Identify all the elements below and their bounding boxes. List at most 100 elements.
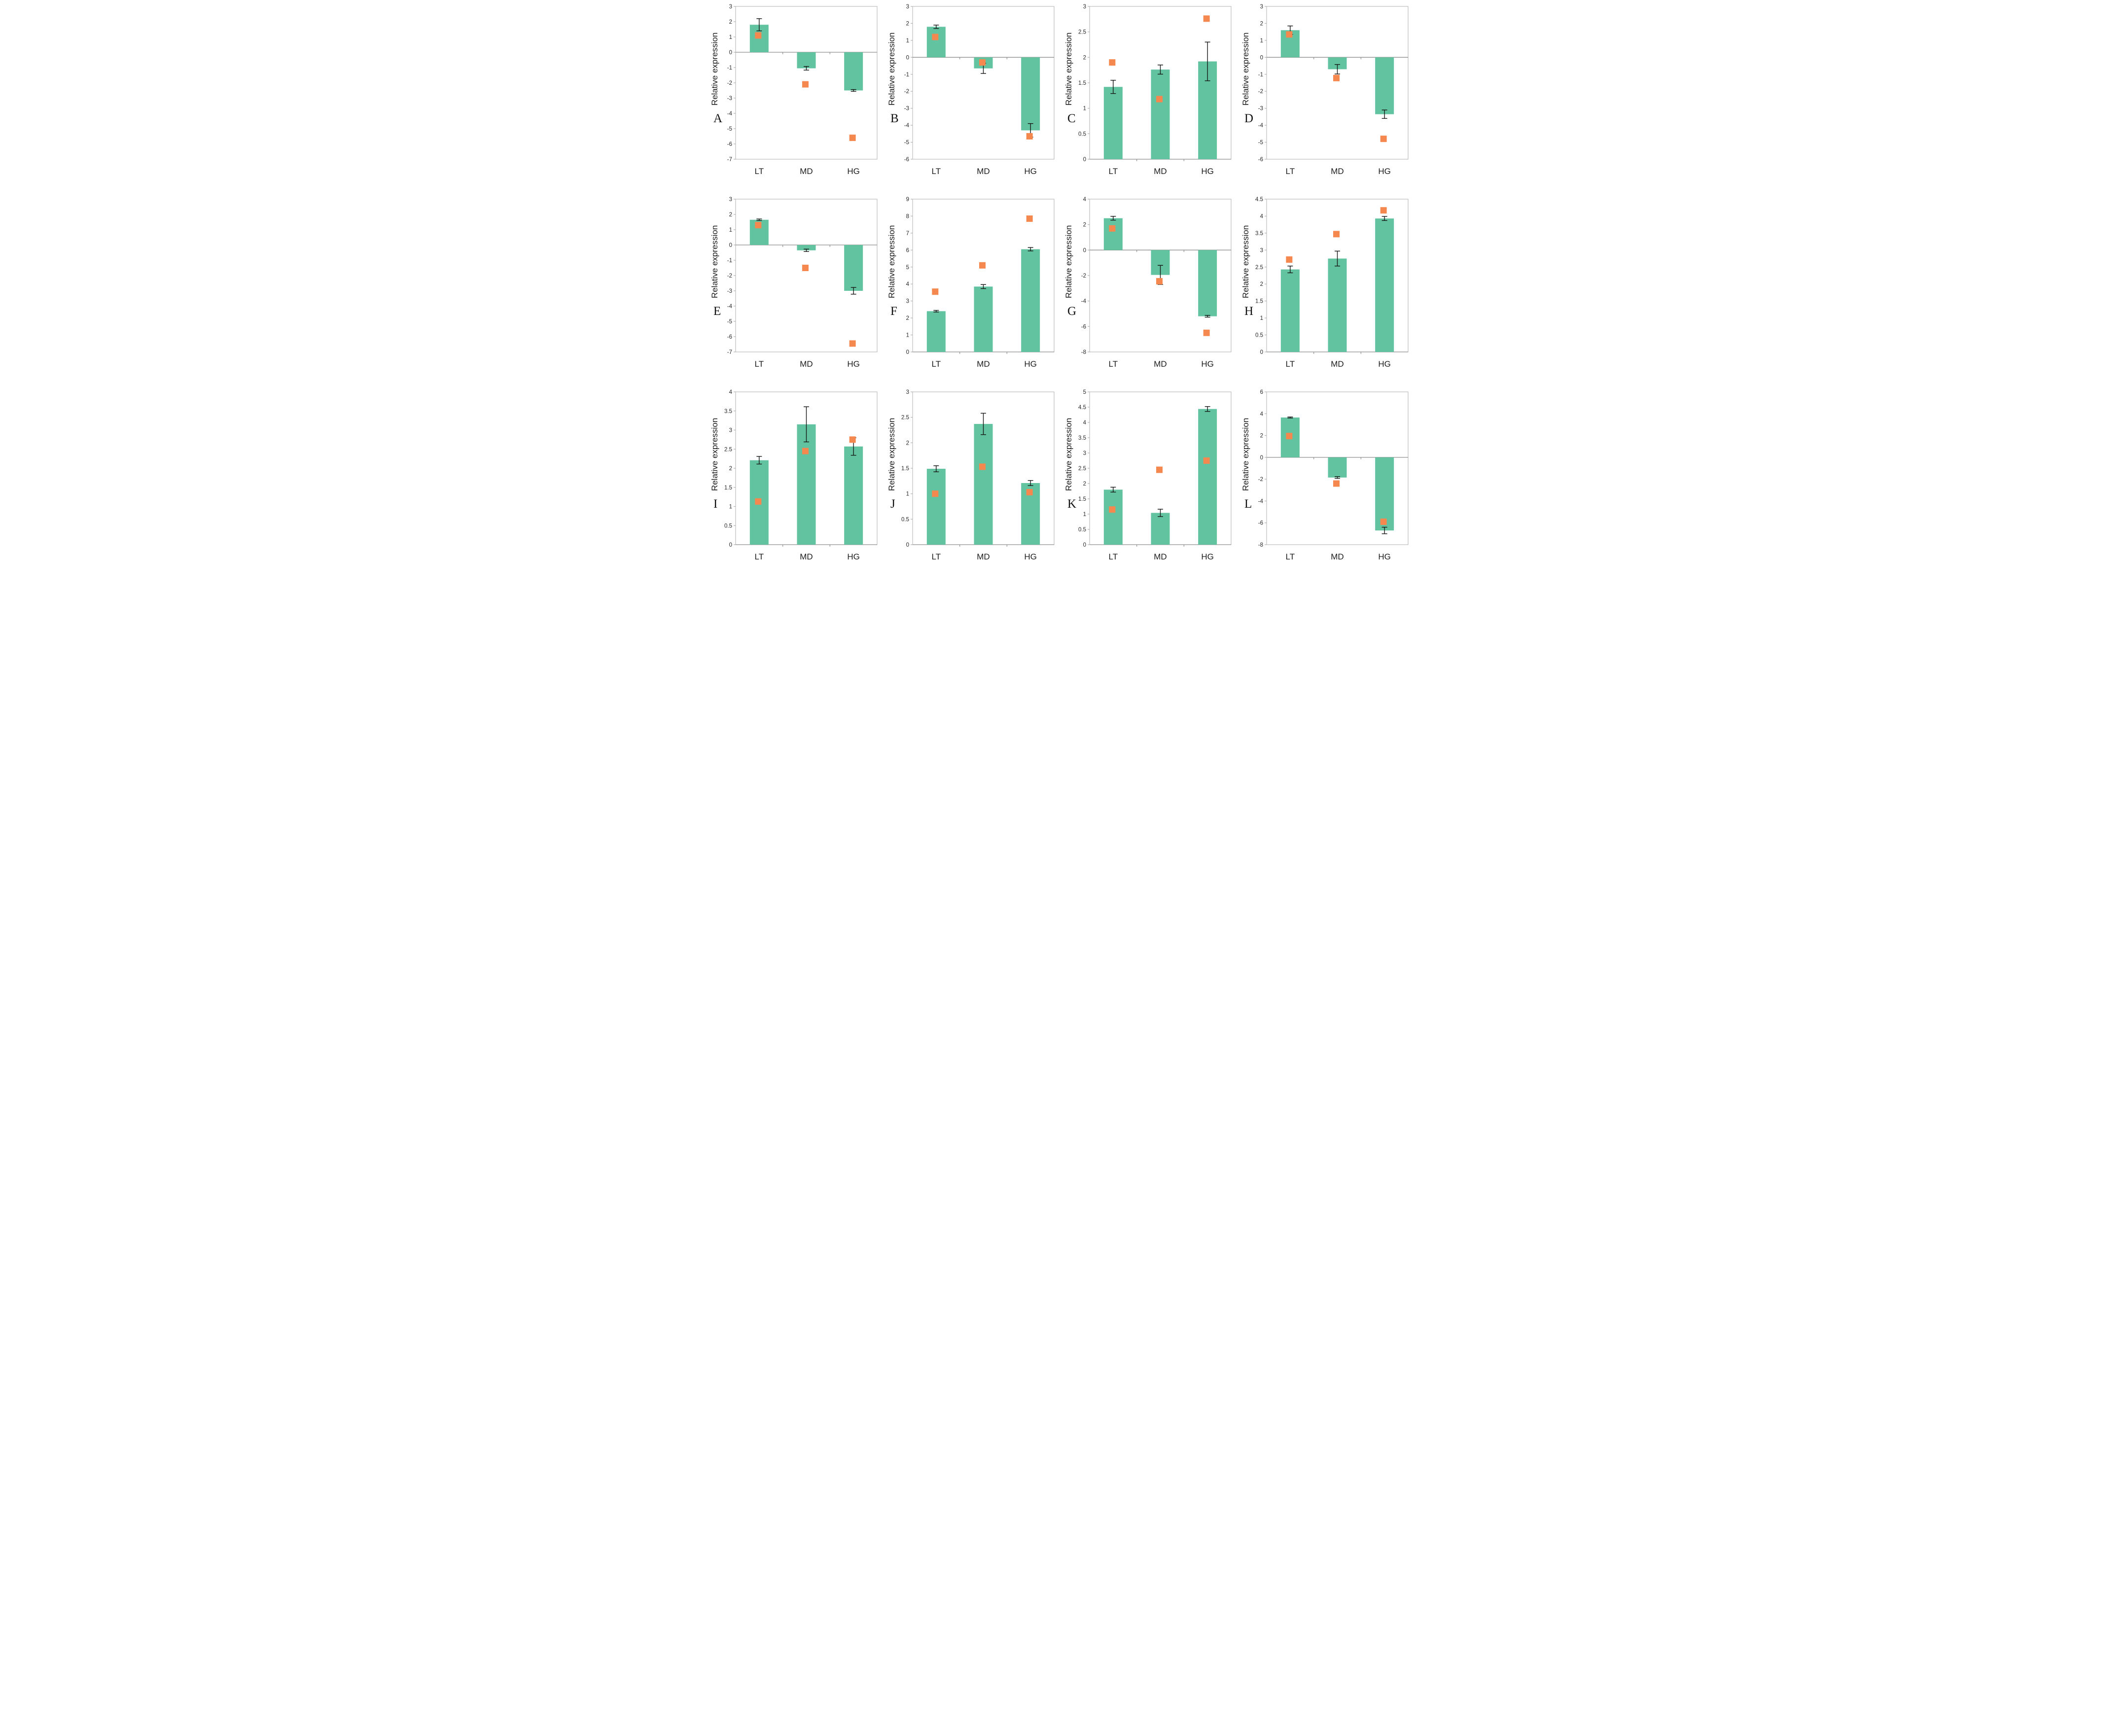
y-tick-label: 1.5 [724, 485, 732, 491]
error-bar-MD [1158, 65, 1163, 75]
chart-H: 4.5 4 3.5 3 2.5 2 1.5 1 0.5 0 LT MD HG Relative expre… [1241, 197, 1409, 369]
y-tick-label: 1 [729, 504, 732, 510]
orange-marker-MD [1333, 231, 1340, 238]
y-tick-label: 2.5 [1255, 265, 1263, 271]
plot-border [1266, 391, 1409, 545]
bar-MD [797, 424, 816, 545]
orange-marker-MD [802, 81, 809, 88]
error-bar-MD [804, 406, 809, 443]
chart-D: 3 2 1 0 -1 -2 -3 -4 -5 -6 LT MD HG Relative expressio… [1241, 4, 1409, 176]
orange-marker-MD [1156, 466, 1163, 473]
y-tick-label: 9 [906, 197, 909, 203]
bar-MD [974, 424, 993, 545]
y-tick-label: 3 [1083, 4, 1086, 10]
y-tick-label: -1 [727, 65, 732, 71]
y-tick-label: 0 [1083, 542, 1086, 548]
x-category-label-LT: LT [755, 167, 764, 176]
orange-marker-HG [1026, 133, 1033, 139]
error-bar-MD [1335, 476, 1340, 479]
error-bar-MD [1335, 250, 1340, 267]
y-tick-label: -4 [1081, 299, 1087, 305]
y-tick-label: 5 [1083, 389, 1086, 395]
error-bar-HG [1204, 406, 1210, 412]
error-bar-HG [1381, 216, 1387, 221]
orange-marker-HG [849, 436, 856, 443]
orange-marker-LT [1286, 31, 1293, 38]
orange-marker-LT [1286, 256, 1293, 263]
y-tick-label: 0 [1260, 55, 1263, 61]
orange-marker-MD [1333, 74, 1340, 81]
x-category-label-MD: MD [977, 167, 990, 176]
y-axis-label: Relative expression [710, 225, 719, 298]
panel-D: 3 2 1 0 -1 -2 -3 -4 -5 -6 LT MD HG Relative expressio… [1238, 0, 1415, 193]
y-tick-label: 0 [906, 349, 909, 355]
y-tick-label: 0 [1260, 349, 1263, 355]
error-bar-HG [850, 287, 856, 295]
chart-E: 3 2 1 0 -1 -2 -3 -4 -5 -6 -7 LT MD HG Relative express… [710, 197, 878, 369]
panel-letter-I: I [713, 497, 717, 511]
y-axis-label: Relative expression [1064, 225, 1073, 298]
chart-F: 9 8 7 6 5 4 3 2 1 0 LT MD HG Relative expression F [887, 197, 1055, 369]
panel-letter-F: F [890, 305, 897, 318]
error-bar-HG [1204, 41, 1210, 81]
panel-J: 3 2.5 2 1.5 1 0.5 0 LT MD HG Relative expression J [885, 385, 1062, 578]
error-bar-HG [1027, 480, 1033, 486]
orange-marker-LT [1109, 506, 1116, 513]
orange-marker-LT [932, 34, 939, 40]
bar-LT [1103, 489, 1123, 545]
plot-border [912, 6, 1055, 160]
y-tick-label: 1 [1260, 315, 1263, 321]
y-tick-label: 1 [906, 38, 909, 44]
error-bar-LT [1287, 417, 1293, 418]
y-tick-label: 3 [906, 389, 909, 395]
y-tick-label: 2.5 [1078, 466, 1086, 472]
x-category-label-MD: MD [1331, 552, 1344, 561]
panel-letter-G: G [1067, 305, 1076, 318]
bar-HG [1375, 218, 1394, 352]
x-category-label-HG: HG [1378, 359, 1391, 369]
y-axis-label: Relative expression [887, 225, 896, 298]
x-category-label-HG: HG [1024, 167, 1037, 176]
y-tick-label: 1.5 [1255, 299, 1263, 305]
y-tick-label: 2.5 [1078, 30, 1086, 35]
orange-marker-HG [1203, 457, 1210, 464]
x-category-label-LT: LT [932, 359, 941, 369]
y-axis-label: Relative expression [710, 418, 719, 491]
chart-B: 3 2 1 0 -1 -2 -3 -4 -5 -6 LT MD HG Relative expressio… [887, 4, 1055, 176]
y-tick-label: -5 [904, 140, 909, 146]
panel-letter-E: E [713, 305, 721, 318]
chart-J: 3 2.5 2 1.5 1 0.5 0 LT MD HG Relative expression J [887, 389, 1055, 561]
plot-border [1266, 6, 1409, 160]
x-category-label-HG: HG [1201, 167, 1214, 176]
y-tick-label: 1 [729, 227, 732, 233]
y-tick-label: -6 [904, 157, 909, 163]
bar-HG [1375, 57, 1394, 114]
y-tick-label: -1 [904, 72, 909, 78]
y-tick-label: 3 [906, 4, 909, 10]
x-category-label-MD: MD [1154, 359, 1167, 369]
bar-MD [1328, 457, 1347, 478]
y-tick-label: 1 [729, 35, 732, 40]
y-tick-label: 2 [1260, 21, 1263, 27]
x-category-label-LT: LT [1109, 552, 1118, 561]
x-category-label-HG: HG [1201, 552, 1214, 561]
y-tick-label: 2 [906, 315, 909, 321]
y-tick-label: 2 [729, 466, 732, 472]
orange-marker-MD [979, 59, 986, 66]
error-bar-LT [1110, 80, 1116, 94]
y-axis-label: Relative expression [1241, 418, 1250, 491]
bar-HG [844, 52, 863, 91]
y-tick-label: 3 [729, 4, 732, 10]
y-tick-label: 1 [906, 333, 909, 339]
y-tick-label: 4 [729, 389, 733, 395]
x-category-label-LT: LT [1286, 552, 1295, 561]
panel-C: 3 2.5 2 1.5 1 0.5 0 LT MD HG Relative expression C [1062, 0, 1238, 193]
panel-letter-A: A [713, 112, 722, 125]
bar-LT [926, 27, 946, 58]
panel-letter-B: B [890, 112, 899, 125]
orange-marker-HG [1203, 15, 1210, 22]
bar-MD [974, 286, 993, 352]
x-category-label-HG: HG [1024, 552, 1037, 561]
orange-marker-HG [849, 340, 856, 347]
error-bar-MD [1158, 509, 1163, 517]
